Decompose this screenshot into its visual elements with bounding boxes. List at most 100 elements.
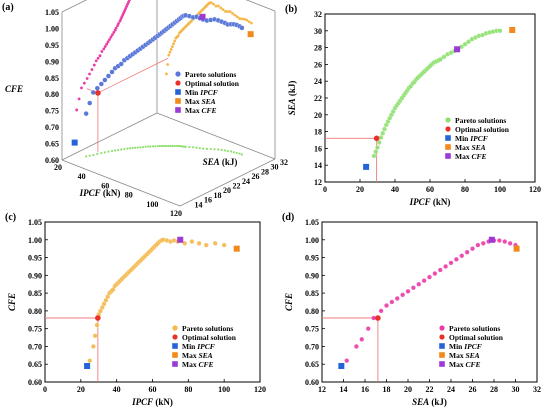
legend-label: Min IPCF (449, 342, 482, 351)
floor-projection-point (92, 153, 95, 157)
floor-projection-point (165, 144, 168, 148)
legend-label: Pareto solutions (182, 324, 233, 333)
back-wall-projection-point (165, 72, 168, 76)
y-tick-label: 18 (214, 191, 222, 200)
x-tick-label: 20 (356, 185, 364, 194)
pareto-point (437, 267, 443, 273)
panel-c: 0 20 40 60 80 100 120 0.60 0.65 0.70 0.75 0.80 0.85 0… (5, 212, 266, 407)
legend-label: Optimal solution (185, 79, 240, 88)
left-wall-projection-point (92, 63, 96, 67)
y-tick-label: 12 (314, 178, 322, 187)
floor-projection-point (88, 154, 91, 157)
left-wall-projection-point (94, 59, 98, 63)
legend-marker-min-ipcf (439, 343, 445, 349)
left-wall-projection-point (114, 26, 118, 30)
pareto-point (105, 73, 111, 79)
legend-label: Max CFE (455, 152, 486, 161)
pareto-point (389, 299, 395, 305)
pareto-point (466, 39, 471, 45)
x-tick-label: 80 (461, 185, 469, 194)
pareto-point (102, 77, 108, 83)
x-tick-label: 16 (361, 385, 369, 394)
y-tick-label: 30 (271, 163, 279, 172)
floor-projection-point (209, 147, 212, 151)
floor-projection-point (220, 148, 223, 152)
floor-projection-point (232, 151, 235, 154)
left-wall-projection-point (90, 68, 94, 71)
z-tick-label: 0.60 (45, 156, 59, 165)
pareto-point (90, 343, 96, 349)
x-tick-label: 100 (494, 185, 506, 194)
legend-marker-optimal (175, 80, 181, 86)
pareto-point (459, 253, 465, 259)
left-wall-projection-point (88, 72, 91, 76)
y-tick-label: 0.75 (28, 325, 42, 334)
pareto-point (441, 54, 447, 60)
left-wall-projection-point (102, 47, 106, 51)
z-tick-label: 0.90 (45, 57, 59, 66)
left-wall-projection-point (126, 2, 129, 6)
x-tick-label: 32 (533, 385, 541, 394)
pareto-point (371, 153, 377, 159)
pareto-point (464, 249, 470, 255)
pareto-point (98, 81, 104, 87)
x-tick-label: 22 (426, 385, 434, 394)
floor-projection-point (154, 145, 157, 148)
pareto-point (462, 41, 468, 47)
legend-marker-min-ipcf (172, 343, 178, 349)
back-wall-projection-point (228, 10, 232, 14)
panel-a: 20406080100120141618202224262830320.600.… (2, 0, 288, 218)
y-tick-label: 0.65 (305, 360, 319, 369)
box-edge (61, 112, 158, 161)
pareto-point (359, 336, 365, 342)
floor-projection-point (195, 146, 198, 149)
max-cfe-marker (177, 236, 184, 243)
left-wall-projection-point (105, 42, 109, 46)
pareto-point (353, 343, 359, 349)
back-wall-projection-point (221, 8, 225, 12)
floor-projection-point (229, 150, 233, 153)
floor-projection-point (240, 153, 243, 156)
y-tick-label: 20 (223, 186, 231, 195)
y-tick-label: 18 (314, 128, 322, 137)
back-wall-projection-point (219, 6, 223, 10)
pareto-point (502, 239, 508, 245)
pareto-point (221, 242, 227, 248)
floor-projection-point (184, 145, 187, 148)
y-tick-label: 32 (314, 10, 322, 19)
y-tick-label: 22 (233, 182, 241, 191)
legend-label: Pareto solutions (449, 324, 500, 333)
y-tick-label: 0.60 (28, 378, 42, 387)
pareto-point (365, 326, 371, 332)
pareto-point (376, 140, 382, 145)
x-tick-label: 26 (469, 385, 477, 394)
y-tick-label: 0.70 (305, 342, 319, 351)
x-tick-label: 120 (170, 209, 182, 218)
pareto-point (90, 89, 96, 96)
floor-projection-point (217, 148, 220, 151)
pareto-point (378, 135, 384, 140)
floor-projection-point (158, 144, 161, 148)
left-wall-projection-point (110, 33, 114, 37)
pareto-point (421, 278, 427, 284)
pareto-point (380, 130, 386, 136)
floor-projection-point (213, 148, 216, 151)
y-tick-label: 16 (204, 196, 212, 205)
left-wall-projection-point (124, 7, 128, 10)
y-tick-label: 24 (242, 177, 250, 186)
panel-label: (a) (2, 2, 14, 13)
x-axis-label: IPCF (kN) (409, 197, 451, 207)
floor-projection-point (163, 144, 166, 148)
back-wall-projection-point (233, 13, 237, 17)
y-tick-label: 32 (280, 158, 288, 167)
x-axis-label: SEA (kJ) (412, 397, 447, 407)
min-ipcf-marker (84, 363, 91, 369)
optimal-point (95, 315, 101, 321)
x-axis-label: IPCF (kN) (131, 397, 173, 407)
floor-projection-point (188, 145, 191, 149)
legend-label: Max CFE (449, 360, 480, 369)
max-sea-marker (513, 245, 520, 252)
z-tick-label: 0.70 (45, 123, 59, 132)
x-tick-label: 28 (490, 385, 498, 394)
